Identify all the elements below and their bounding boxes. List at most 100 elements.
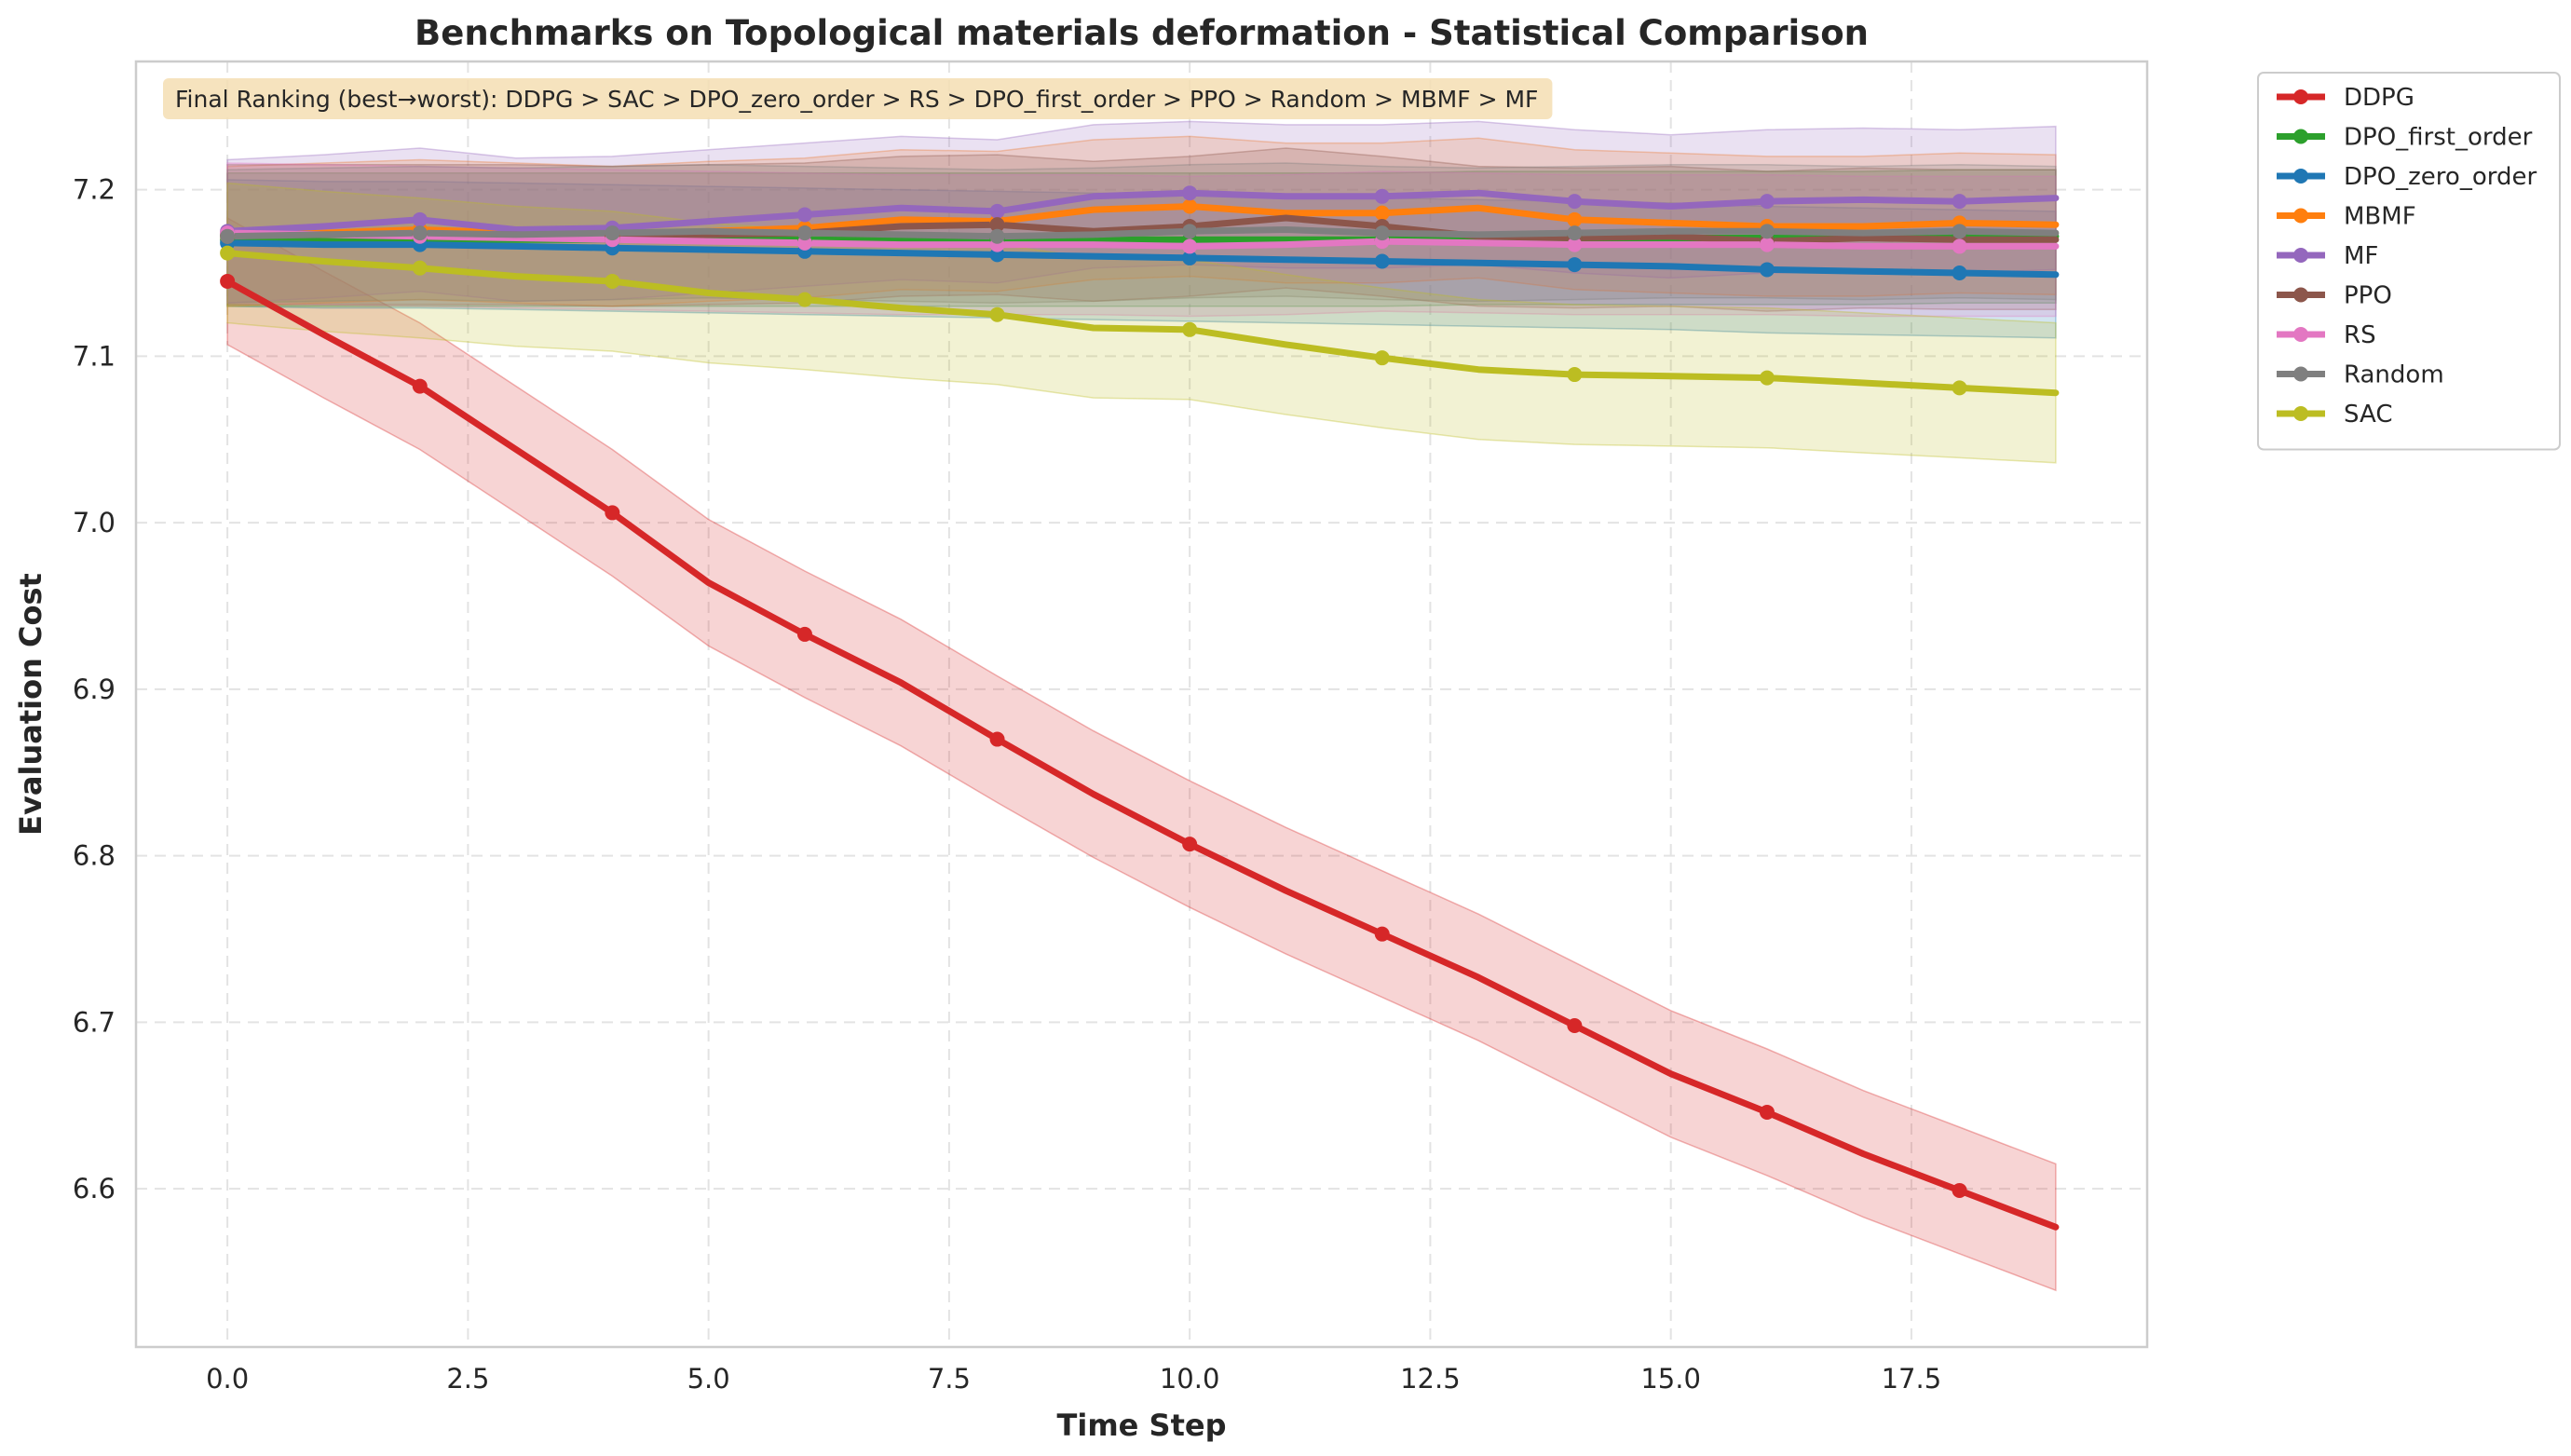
point-dpo-zero-order: [1759, 262, 1775, 278]
point-sac: [989, 306, 1005, 322]
band-mf: [226, 120, 2057, 304]
point-rs: [1759, 237, 1775, 252]
point-ddpg: [1759, 1104, 1775, 1120]
legend-label-sac: SAC: [2344, 401, 2392, 429]
point-ddpg: [220, 273, 236, 289]
legend-label-random: Random: [2344, 361, 2444, 389]
point-random: [605, 225, 620, 241]
legend-marker-mf: [2293, 248, 2308, 263]
ranking-annotation-text: Final Ranking (best→worst): DDPG > SAC >…: [175, 86, 1538, 113]
legend-label-rs: RS: [2344, 321, 2376, 349]
point-mbmf: [1182, 198, 1198, 214]
x-tick-label: 7.5: [928, 1363, 971, 1395]
point-ddpg: [1374, 926, 1390, 942]
y-tick-label: 6.7: [73, 1006, 116, 1038]
point-sac: [220, 245, 236, 261]
legend-label-ddpg: DDPG: [2344, 84, 2415, 112]
series-markers: [220, 185, 1967, 1198]
point-rs: [1952, 238, 1967, 254]
legend-label-mf: MF: [2344, 242, 2378, 270]
point-rs: [1182, 238, 1198, 254]
line-random: [224, 226, 2060, 240]
y-tick-label: 6.6: [73, 1173, 116, 1204]
line-ddpg: [224, 278, 2060, 1231]
point-mf: [412, 211, 428, 227]
line-sac: [224, 250, 2060, 397]
point-ddpg: [1567, 1018, 1583, 1033]
point-mf: [796, 207, 812, 223]
point-ddpg: [796, 626, 812, 642]
y-tick-label: 7.0: [73, 507, 116, 538]
point-random: [1759, 224, 1775, 239]
point-mf: [1182, 185, 1198, 201]
plot-frame: [134, 60, 2149, 1349]
legend-marker-ddpg: [2293, 89, 2308, 104]
x-tick-label: 12.5: [1400, 1363, 1461, 1395]
point-dpo-zero-order: [1182, 250, 1198, 265]
y-tick-label: 7.2: [73, 174, 116, 206]
point-ppo: [989, 217, 1005, 233]
point-random: [796, 225, 812, 241]
line-dpo-zero-order: [224, 239, 2060, 279]
point-random: [412, 225, 428, 241]
point-mf: [1952, 194, 1967, 210]
legend-label-dpo-first-order: DPO_first_order: [2344, 124, 2533, 152]
legend-box: [2257, 72, 2561, 451]
point-sac: [796, 292, 812, 307]
point-mf: [1374, 188, 1390, 204]
point-ddpg: [989, 731, 1005, 747]
point-sac: [1182, 321, 1198, 337]
line-mf: [224, 189, 2060, 235]
point-sac: [1759, 370, 1775, 386]
point-random: [1374, 225, 1390, 241]
point-dpo-zero-order: [1374, 253, 1390, 269]
point-random: [1952, 224, 1967, 239]
point-ddpg: [605, 505, 620, 521]
point-ddpg: [412, 378, 428, 394]
line-rs: [224, 229, 2060, 250]
point-random: [989, 228, 1005, 244]
legend-marker-ppo: [2293, 287, 2308, 303]
legend-marker-dpo-zero-order: [2293, 169, 2308, 184]
y-axis-label: Evaluation Cost: [13, 573, 48, 836]
x-tick-labels: 0.0 2.5 5.0 7.5 10.0 12.5 15.0 17.5: [206, 1363, 1941, 1395]
x-tick-label: 5.0: [687, 1363, 730, 1395]
point-ddpg: [1182, 837, 1198, 852]
y-tick-label: 7.1: [73, 340, 116, 372]
point-sac: [605, 273, 620, 289]
y-tick-label: 6.9: [73, 674, 116, 705]
point-mf: [1759, 194, 1775, 210]
ranking-annotation: Final Ranking (best→worst): DDPG > SAC >…: [163, 78, 1553, 119]
x-tick-label: 0.0: [206, 1363, 249, 1395]
y-tick-labels: 6.6 6.7 6.8 6.9 7.0 7.1 7.2: [73, 174, 116, 1205]
grid: [136, 61, 2147, 1347]
band-ddpg: [226, 216, 2057, 1292]
x-axis-label: Time Step: [1057, 1408, 1227, 1443]
chart-title: Benchmarks on Topological materials defo…: [415, 13, 1869, 53]
legend-marker-random: [2293, 366, 2308, 382]
legend-label-dpo-zero-order: DPO_zero_order: [2344, 163, 2537, 191]
point-mbmf: [1374, 205, 1390, 221]
point-mf: [1567, 194, 1583, 210]
point-sac: [1952, 380, 1967, 396]
legend-label-ppo: PPO: [2344, 282, 2392, 310]
y-tick-label: 6.8: [73, 840, 116, 872]
legend-label-mbmf: MBMF: [2344, 203, 2416, 231]
point-mf: [989, 203, 1005, 219]
point-dpo-zero-order: [1952, 265, 1967, 281]
ranking-annotation-box: [163, 78, 1553, 119]
legend-marker-mbmf: [2293, 208, 2308, 224]
point-random: [220, 228, 236, 244]
point-random: [1567, 225, 1583, 241]
point-mbmf: [1567, 211, 1583, 227]
point-sac: [1567, 367, 1583, 383]
legend-marker-sac: [2293, 406, 2308, 421]
x-tick-label: 2.5: [446, 1363, 489, 1395]
x-tick-label: 17.5: [1882, 1363, 1942, 1395]
x-tick-label: 10.0: [1160, 1363, 1220, 1395]
legend: DDPG DPO_first_order DPO_zero_order MBMF MF P…: [2257, 72, 2561, 451]
point-dpo-zero-order: [1567, 257, 1583, 273]
point-ddpg: [1952, 1182, 1967, 1198]
point-sac: [412, 260, 428, 276]
